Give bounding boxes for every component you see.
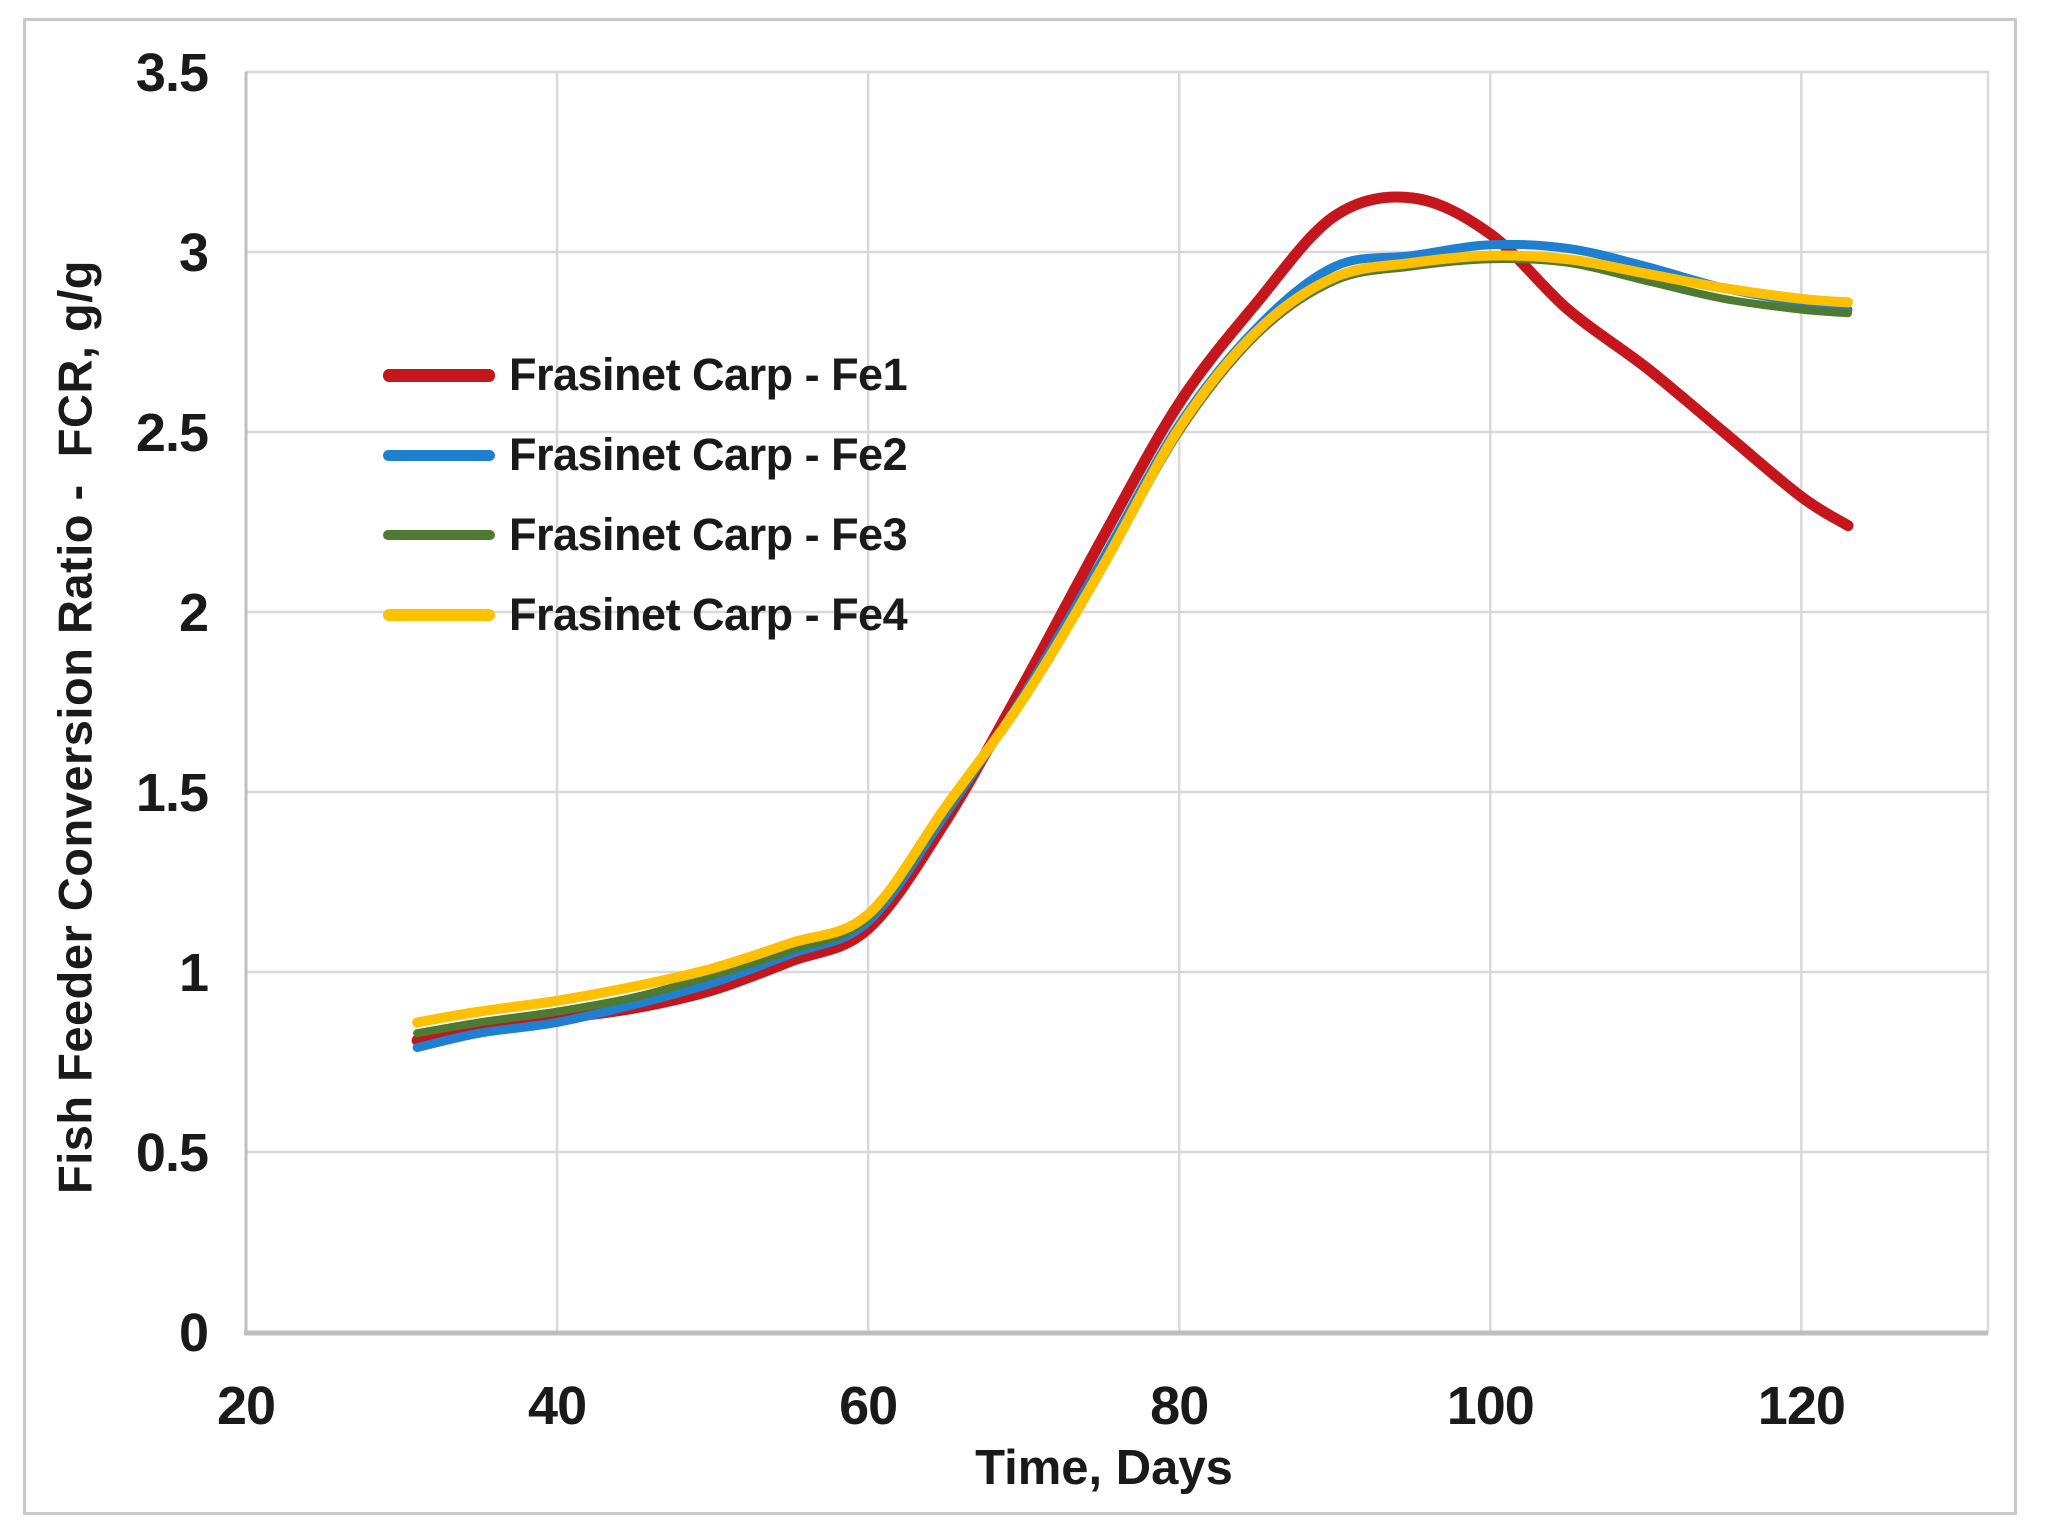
x-tick-label: 40 [528,1376,586,1436]
legend: Frasinet Carp - Fe1 Frasinet Carp - Fe2 … [383,335,908,655]
figure-border [23,18,2017,1515]
y-tick-label: 2 [179,583,208,643]
legend-label-fe3: Frasinet Carp - Fe3 [509,509,908,560]
legend-item-fe1: Frasinet Carp - Fe1 [383,335,908,415]
legend-item-fe2: Frasinet Carp - Fe2 [383,415,908,495]
y-tick-label: 3 [179,223,208,283]
legend-label-fe4: Frasinet Carp - Fe4 [509,589,908,640]
x-tick-label: 60 [839,1376,897,1436]
x-tick-label: 20 [217,1376,275,1436]
x-axis-title: Time, Days [975,1441,1233,1495]
x-tick-label: 80 [1150,1376,1208,1436]
y-tick-label: 0 [179,1303,208,1363]
legend-line-swatch-fe1 [383,368,495,382]
series-line-4 [412,250,1853,1028]
legend-label-fe1: Frasinet Carp - Fe1 [509,349,908,400]
y-tick-label: 1 [179,943,208,1003]
legend-item-fe4: Frasinet Carp - Fe4 [383,575,908,655]
plot-border [244,70,1990,1334]
y-axis-title: Fish Feeder Conversion Ratio - FCR, g/g [48,260,102,1194]
x-tick-label: 100 [1447,1376,1534,1436]
y-tick-label: 0.5 [136,1123,208,1183]
legend-label-fe2: Frasinet Carp - Fe2 [509,429,908,480]
series-line-1 [411,191,1854,1046]
y-tick-label: 3.5 [136,43,208,103]
legend-line-swatch-fe2 [383,449,495,461]
y-tick-label: 2.5 [136,403,208,463]
legend-line-swatch-fe4 [383,609,495,621]
x-tick-label: 120 [1758,1376,1845,1436]
legend-line-swatch-fe3 [383,530,495,540]
y-tick-label: 1.5 [136,763,208,823]
legend-item-fe3: Frasinet Carp - Fe3 [383,495,908,575]
